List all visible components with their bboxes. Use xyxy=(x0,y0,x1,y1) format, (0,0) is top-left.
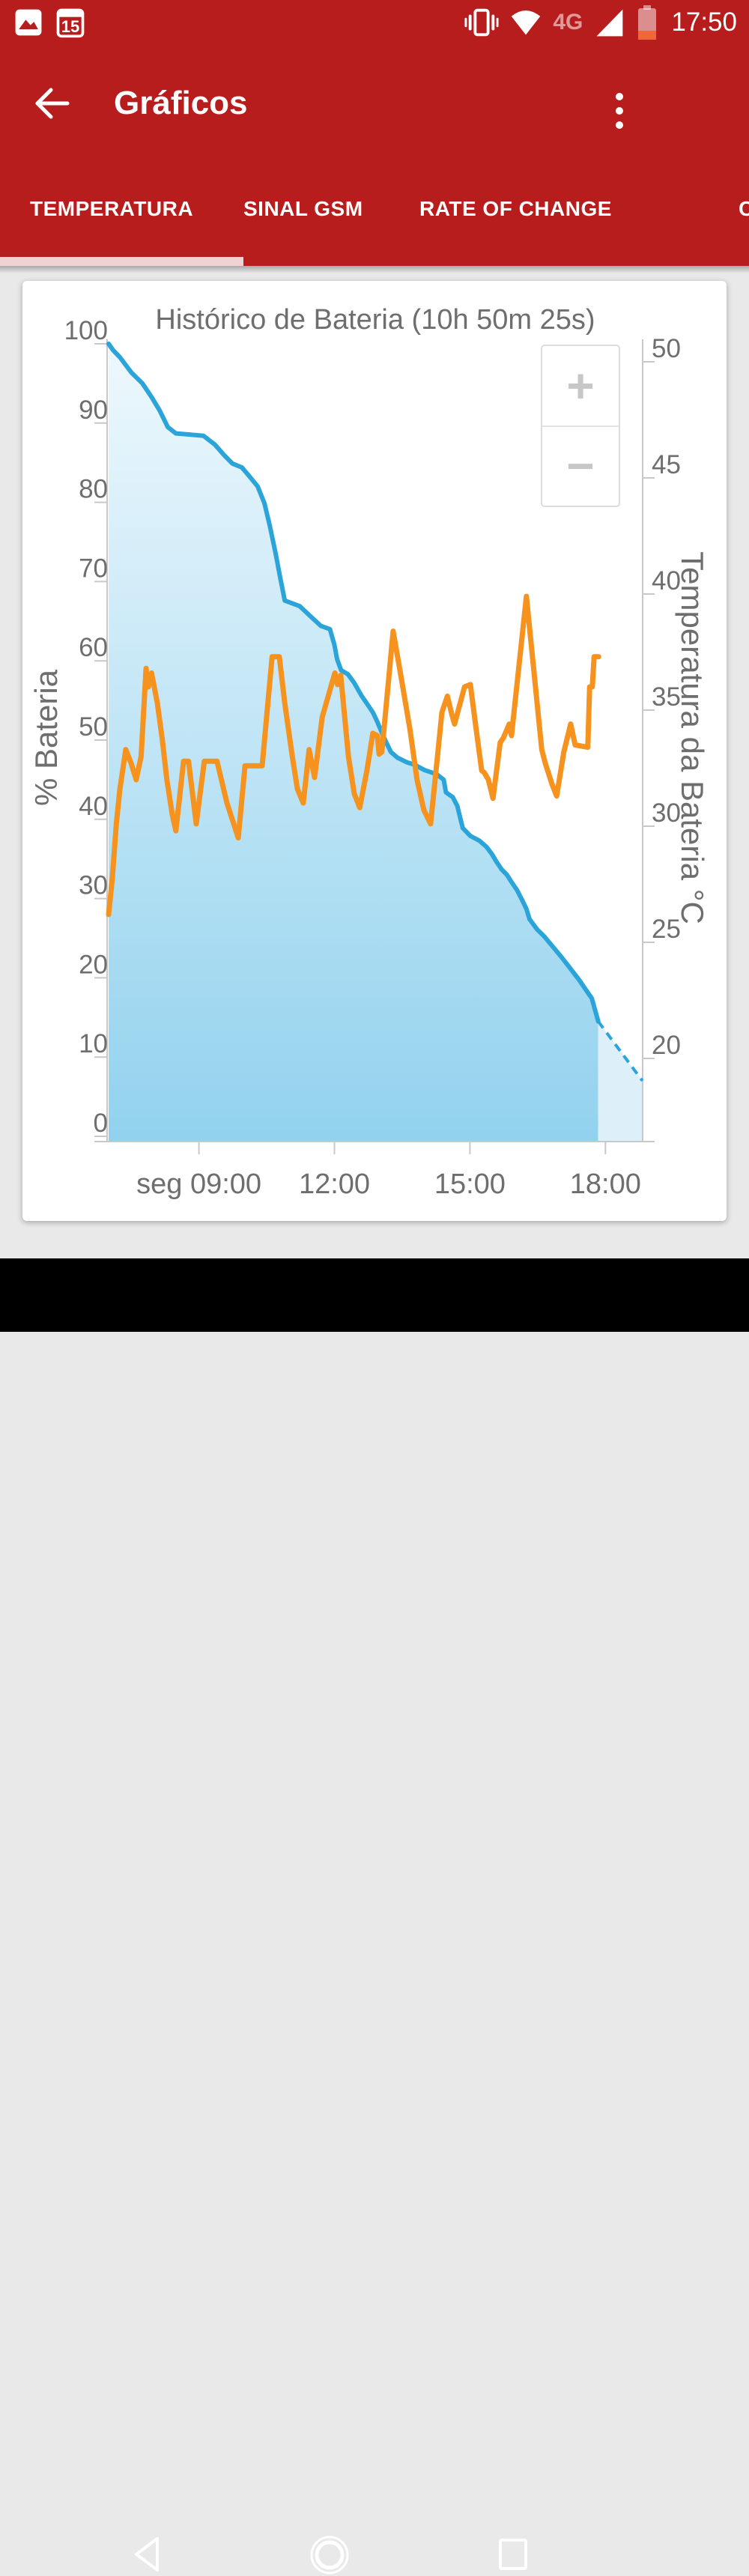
zoom-in-button[interactable]: + xyxy=(542,346,619,427)
wifi-icon xyxy=(512,10,541,35)
svg-text:10: 10 xyxy=(79,1029,108,1058)
svg-text:40: 40 xyxy=(652,566,681,595)
svg-text:25: 25 xyxy=(652,915,681,944)
network-type-label: 4G xyxy=(553,10,583,34)
svg-text:30: 30 xyxy=(652,798,681,828)
page-title: Gráficos xyxy=(114,84,248,121)
svg-text:18:00: 18:00 xyxy=(570,1169,641,1200)
svg-text:20: 20 xyxy=(652,1031,681,1060)
nav-back-button[interactable] xyxy=(127,2534,168,2575)
svg-text:35: 35 xyxy=(652,682,681,712)
tab-rate-of-change[interactable]: RATE OF CHANGE xyxy=(419,197,612,220)
svg-text:30: 30 xyxy=(79,871,108,900)
active-tab-indicator xyxy=(0,257,243,266)
gallery-notification-icon xyxy=(15,9,42,36)
tab-bar: TEMPERATURA SINAL GSM RATE OF CHANGE C xyxy=(0,161,749,273)
battery-low-icon xyxy=(638,5,657,40)
zoom-out-button[interactable]: − xyxy=(566,439,595,494)
svg-text:0: 0 xyxy=(94,1109,108,1138)
battery-history-chart[interactable]: 0 10 20 30 40 50 60 70 80 90 100 20 25 30 35 40 45 50 seg … xyxy=(22,281,727,1221)
y-right-axis-label: Temperatura da Bateria °C xyxy=(675,551,710,924)
tab-temperatura[interactable]: TEMPERATURA xyxy=(30,197,194,220)
svg-text:12:00: 12:00 xyxy=(299,1169,370,1200)
nav-home-button[interactable] xyxy=(309,2534,351,2576)
chart-zoom-controls: + − xyxy=(541,345,620,507)
svg-text:70: 70 xyxy=(79,554,108,583)
svg-text:seg 09:00: seg 09:00 xyxy=(136,1169,261,1200)
chart-title: Histórico de Bateria (10h 50m 25s) xyxy=(155,304,595,336)
svg-text:15:00: 15:00 xyxy=(434,1169,506,1200)
overflow-menu-button[interactable] xyxy=(599,79,640,142)
calendar-day-label: 15 xyxy=(61,17,79,36)
svg-text:50: 50 xyxy=(79,712,108,742)
svg-text:100: 100 xyxy=(64,316,108,345)
tab-sinal-gsm[interactable]: SINAL GSM xyxy=(243,197,363,220)
svg-text:45: 45 xyxy=(652,450,681,479)
svg-text:20: 20 xyxy=(79,950,108,979)
svg-text:90: 90 xyxy=(79,396,108,425)
svg-text:50: 50 xyxy=(652,334,681,363)
svg-text:60: 60 xyxy=(79,633,108,662)
battery-history-chart-card: 0 10 20 30 40 50 60 70 80 90 100 20 25 30 35 40 45 50 seg … xyxy=(22,281,727,1221)
back-arrow-icon xyxy=(35,88,70,118)
back-button[interactable] xyxy=(28,80,75,127)
y-left-axis-label: % Bateria xyxy=(28,669,64,806)
svg-text:80: 80 xyxy=(79,475,108,504)
svg-text:40: 40 xyxy=(79,792,108,821)
android-nav-bar xyxy=(0,1258,749,2575)
vibrate-icon xyxy=(464,8,499,37)
tab-next-truncated[interactable]: C xyxy=(739,197,749,220)
cell-signal-icon xyxy=(596,9,623,37)
status-bar: 15 4G 17:50 xyxy=(0,0,749,45)
calendar-notification-icon: 15 xyxy=(56,8,85,38)
app-bar: Gráficos xyxy=(0,45,749,161)
status-time: 17:50 xyxy=(671,7,737,37)
kebab-dot xyxy=(616,93,623,100)
nav-recents-button[interactable] xyxy=(493,2534,533,2575)
